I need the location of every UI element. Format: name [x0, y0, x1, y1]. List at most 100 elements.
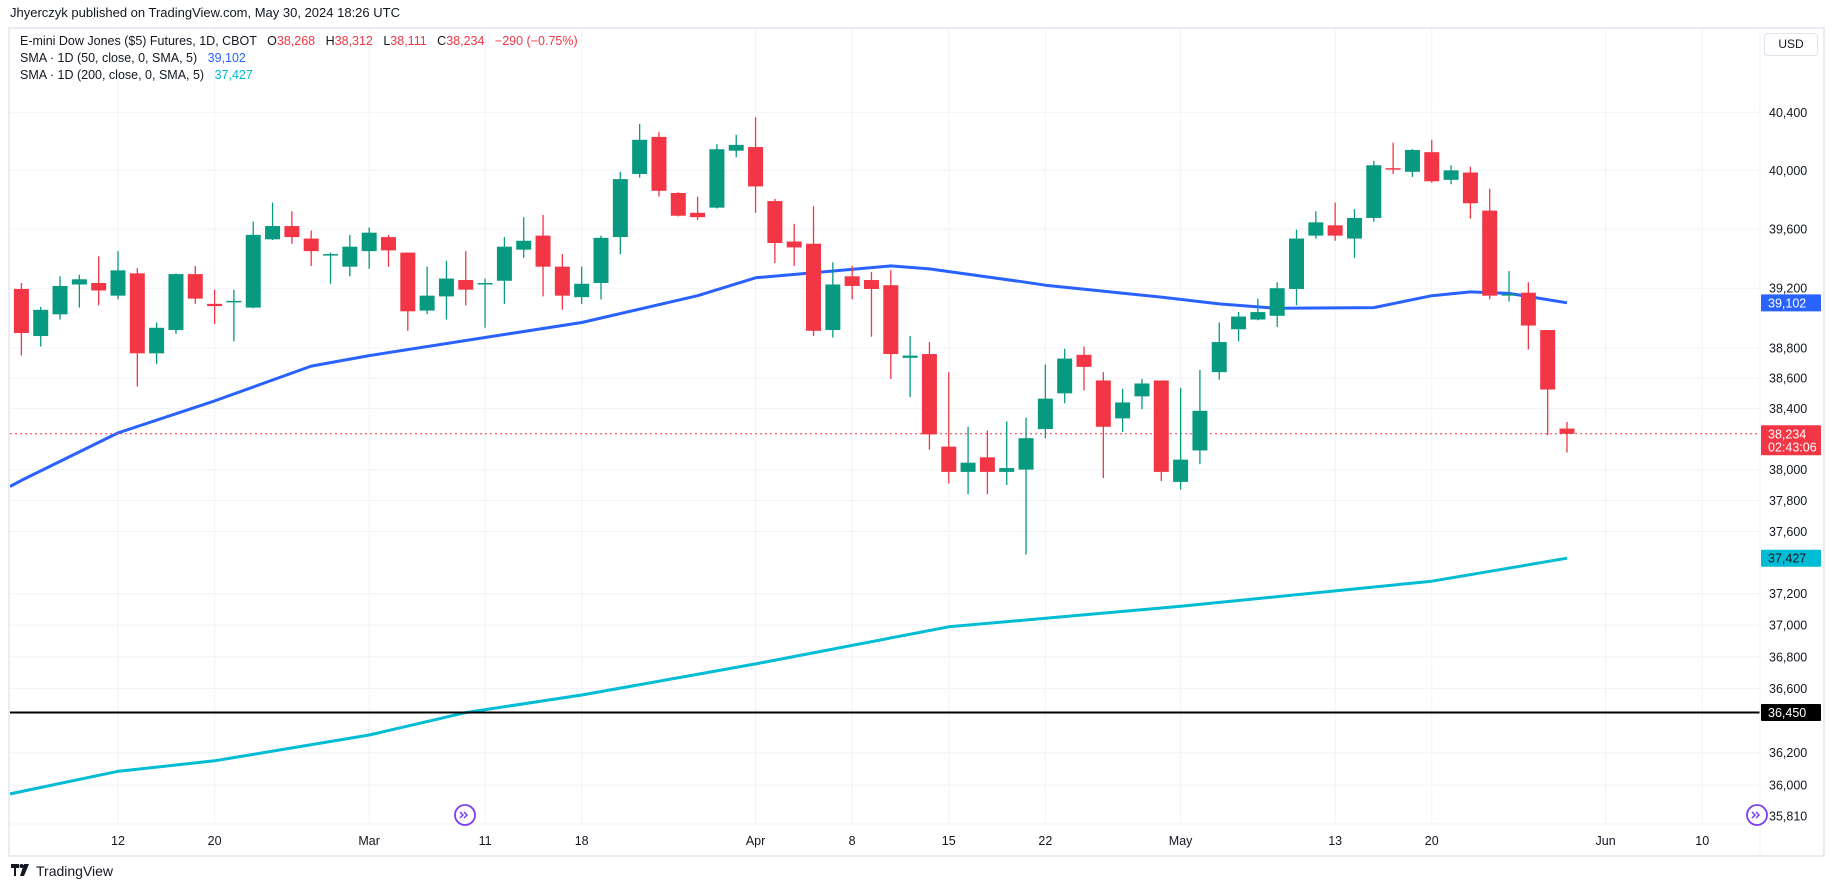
candle[interactable] [1443, 165, 1459, 185]
candle[interactable] [651, 131, 667, 197]
sma200-line[interactable] [10, 556, 1568, 796]
event-markers[interactable] [454, 804, 1768, 826]
candle[interactable] [825, 262, 841, 338]
candle[interactable] [1231, 312, 1247, 342]
candle[interactable] [1346, 209, 1362, 258]
plot-area[interactable] [10, 117, 1760, 796]
candle[interactable] [1520, 282, 1536, 350]
candle[interactable] [1327, 202, 1343, 241]
candle[interactable] [516, 217, 532, 258]
event-marker-arrow-icon[interactable] [454, 804, 476, 826]
candle[interactable] [999, 421, 1015, 485]
candle[interactable] [284, 211, 300, 244]
candle[interactable] [806, 206, 822, 337]
candle[interactable] [728, 134, 744, 158]
candle[interactable] [168, 273, 184, 334]
time-axis[interactable]: 12 20 Mar 11 18 Apr 8 15 22 May 13 20 Jun 10 [111, 834, 1709, 848]
candle[interactable] [1289, 229, 1305, 306]
candle[interactable] [71, 274, 87, 308]
candle[interactable] [1385, 142, 1401, 174]
candle[interactable] [1250, 298, 1266, 321]
candle[interactable] [342, 234, 358, 277]
candle[interactable] [1482, 188, 1498, 300]
candle-body [1018, 438, 1034, 470]
candle[interactable] [1018, 417, 1034, 555]
candle[interactable] [1404, 149, 1420, 177]
candle[interactable] [323, 252, 339, 284]
candle[interactable] [670, 192, 686, 217]
candle[interactable] [593, 235, 609, 300]
candle[interactable] [438, 260, 454, 320]
candle[interactable] [690, 196, 706, 221]
candle[interactable] [632, 123, 648, 178]
footer-brand[interactable]: TradingView [11, 863, 113, 879]
candle[interactable] [52, 276, 68, 320]
legend-sma200-row[interactable]: SMA · 1D (200, close, 0, SMA, 5) 37,427 [20, 67, 578, 84]
candle[interactable] [1057, 348, 1073, 404]
candle[interactable] [612, 171, 628, 255]
candle[interactable] [245, 221, 261, 309]
candle[interactable] [844, 265, 860, 300]
candle[interactable] [477, 278, 493, 328]
candle[interactable] [207, 289, 223, 325]
candle[interactable] [91, 256, 107, 306]
candle[interactable] [574, 266, 590, 304]
candle[interactable] [1173, 388, 1189, 490]
candle[interactable] [941, 372, 957, 484]
legend-sma50-row[interactable]: SMA · 1D (50, close, 0, SMA, 5) 39,102 [20, 50, 578, 67]
candle[interactable] [187, 265, 203, 304]
candle-body [342, 246, 358, 267]
candle[interactable] [748, 117, 764, 213]
candle[interactable] [960, 426, 976, 495]
candle[interactable] [1095, 372, 1111, 479]
candle[interactable] [1501, 271, 1517, 302]
candle[interactable] [1540, 330, 1556, 436]
candle[interactable] [902, 336, 918, 398]
currency-button[interactable]: USD [1764, 33, 1818, 56]
candle-body [1308, 222, 1324, 236]
candle[interactable] [863, 271, 879, 337]
candle[interactable] [1462, 166, 1478, 219]
candle[interactable] [13, 283, 29, 356]
candle-body [1559, 428, 1575, 434]
candle[interactable] [1134, 378, 1150, 410]
candle[interactable] [1269, 282, 1285, 328]
sma200-value: 37,427 [214, 68, 253, 82]
candle[interactable] [767, 198, 783, 263]
candle[interactable] [496, 237, 512, 304]
candle[interactable] [400, 252, 416, 331]
candle[interactable] [458, 251, 474, 306]
candle[interactable] [149, 322, 165, 364]
candle[interactable] [380, 234, 396, 267]
candle[interactable] [1366, 160, 1382, 222]
candle[interactable] [709, 144, 725, 209]
candle[interactable] [1153, 380, 1169, 482]
candle[interactable] [110, 251, 126, 300]
scroll-to-realtime-arrow-icon[interactable] [1746, 804, 1768, 826]
candle[interactable] [129, 268, 145, 387]
candle[interactable] [303, 230, 319, 266]
sma50-line[interactable] [10, 264, 1568, 488]
candle[interactable] [1308, 211, 1324, 239]
candle[interactable] [786, 223, 802, 266]
candle[interactable] [33, 306, 49, 347]
candle[interactable] [883, 270, 899, 379]
candle[interactable] [979, 430, 995, 495]
candle[interactable] [265, 202, 281, 241]
candle[interactable] [419, 266, 435, 315]
candle[interactable] [1076, 346, 1092, 391]
candle[interactable] [535, 215, 551, 297]
candle[interactable] [361, 227, 377, 269]
legend-symbol-row[interactable]: E-mini Dow Jones ($5) Futures, 1D, CBOT … [20, 33, 578, 50]
candle[interactable] [1211, 322, 1227, 380]
candle[interactable] [554, 254, 570, 310]
candle[interactable] [1559, 421, 1575, 453]
candle[interactable] [1037, 364, 1053, 439]
candle[interactable] [1424, 139, 1440, 183]
candle[interactable] [1192, 369, 1208, 465]
candle[interactable] [921, 342, 937, 450]
candle[interactable] [1115, 388, 1131, 433]
candle[interactable] [226, 289, 242, 342]
price-axis[interactable]: 40,400 40,000 39,600 39,200 38,800 38,600 38,4… [1761, 106, 1821, 824]
